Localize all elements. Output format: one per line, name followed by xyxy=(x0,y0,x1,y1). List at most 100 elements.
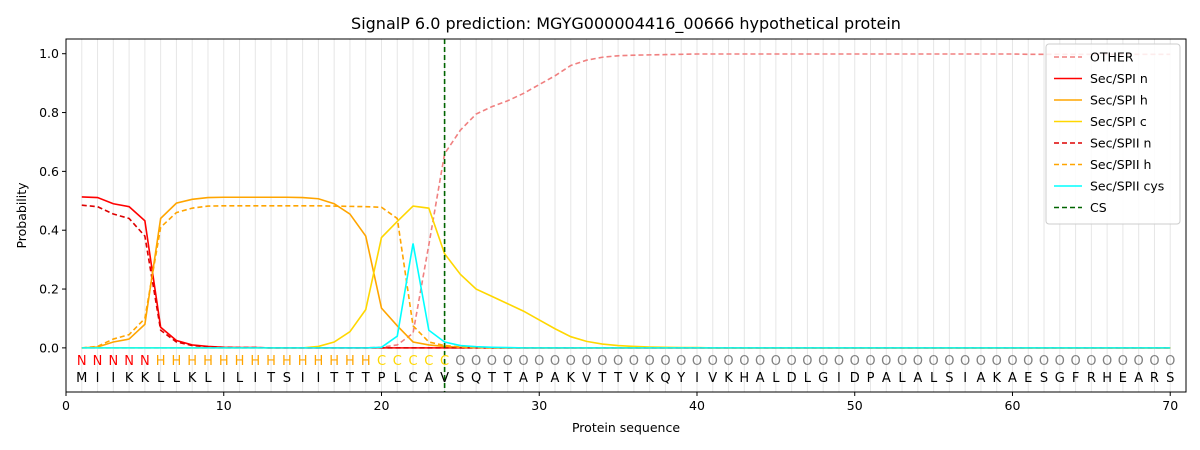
region-label: O xyxy=(455,354,465,369)
x-axis-ticks: 0 10 20 30 40 50 60 70 xyxy=(62,392,1178,413)
legend-label: Sec/SPII h xyxy=(1090,157,1151,172)
region-label: C xyxy=(393,354,402,369)
y-tick-label: 0.4 xyxy=(39,223,59,238)
residue-label: L xyxy=(157,371,165,386)
residue-label: V xyxy=(708,371,717,386)
legend-label: CS xyxy=(1090,200,1107,215)
residue-label: L xyxy=(898,371,906,386)
residue-label: F xyxy=(1072,371,1079,386)
residue-label: S xyxy=(945,371,953,386)
region-label: C xyxy=(424,354,433,369)
residue-label: A xyxy=(424,371,433,386)
residue-label: H xyxy=(1102,371,1112,386)
region-label: H xyxy=(156,354,166,369)
region-label: O xyxy=(787,354,797,369)
residue-label: R xyxy=(1087,371,1096,386)
residue-label: A xyxy=(976,371,985,386)
region-label: O xyxy=(676,354,686,369)
residue-label: I xyxy=(253,371,257,386)
residue-label: H xyxy=(739,371,749,386)
region-label: O xyxy=(1023,354,1033,369)
y-tick-label: 0.0 xyxy=(39,340,59,355)
residue-label: P xyxy=(867,371,875,386)
region-label: O xyxy=(566,354,576,369)
residue-label: K xyxy=(992,371,1001,386)
legend-label: Sec/SPI h xyxy=(1090,93,1148,108)
residue-label: V xyxy=(629,371,638,386)
residue-label: M xyxy=(76,371,87,386)
x-tick-label: 0 xyxy=(62,398,70,413)
region-label: O xyxy=(708,354,718,369)
residue-label: I xyxy=(837,371,841,386)
region-label: O xyxy=(1102,354,1112,369)
residue-label: L xyxy=(930,371,938,386)
chart-title: SignalP 6.0 prediction: MGYG000004416_00… xyxy=(351,14,901,34)
region-label: N xyxy=(140,354,150,369)
residue-label: L xyxy=(236,371,244,386)
legend-label: Sec/SPI n xyxy=(1090,71,1148,86)
residue-label: Q xyxy=(660,371,670,386)
series-line-4 xyxy=(81,204,1171,349)
residue-label: A xyxy=(1134,371,1143,386)
residue-label: K xyxy=(125,371,134,386)
region-label: C xyxy=(440,354,449,369)
residue-label: A xyxy=(913,371,922,386)
residue-label: P xyxy=(535,371,543,386)
region-label: O xyxy=(992,354,1002,369)
region-label: O xyxy=(581,354,591,369)
region-label: H xyxy=(329,354,339,369)
residue-label: L xyxy=(772,371,780,386)
region-label: O xyxy=(1055,354,1065,369)
residue-label: D xyxy=(787,371,797,386)
region-label: O xyxy=(802,354,812,369)
residue-label: T xyxy=(266,371,275,386)
x-tick-label: 30 xyxy=(531,398,547,413)
residue-label: K xyxy=(141,371,150,386)
residue-label: K xyxy=(645,371,654,386)
region-label: C xyxy=(377,354,386,369)
region-label: H xyxy=(266,354,276,369)
region-label: O xyxy=(518,354,528,369)
region-label: H xyxy=(235,354,245,369)
residue-label: S xyxy=(283,371,291,386)
residue-label: I xyxy=(301,371,305,386)
region-label: O xyxy=(471,354,481,369)
region-label: H xyxy=(345,354,355,369)
region-label: H xyxy=(282,354,292,369)
region-label: O xyxy=(1165,354,1175,369)
region-label: N xyxy=(93,354,103,369)
residue-label: L xyxy=(394,371,402,386)
region-label: O xyxy=(692,354,702,369)
y-tick-label: 0.2 xyxy=(39,282,59,297)
residue-label: I xyxy=(222,371,226,386)
residue-label: I xyxy=(316,371,320,386)
region-label: O xyxy=(850,354,860,369)
residue-label: T xyxy=(503,371,512,386)
region-label: O xyxy=(1134,354,1144,369)
residue-label: S xyxy=(1166,371,1174,386)
region-label: O xyxy=(660,354,670,369)
residue-label: T xyxy=(487,371,496,386)
region-label: H xyxy=(219,354,229,369)
region-label: O xyxy=(1149,354,1159,369)
residue-label: T xyxy=(597,371,606,386)
residue-label: T xyxy=(613,371,622,386)
x-tick-label: 60 xyxy=(1005,398,1021,413)
x-tick-label: 70 xyxy=(1162,398,1178,413)
residue-label: P xyxy=(378,371,386,386)
residue-label: Q xyxy=(471,371,481,386)
region-label: O xyxy=(645,354,655,369)
region-label: O xyxy=(487,354,497,369)
residue-label: T xyxy=(361,371,370,386)
residue-label: G xyxy=(818,371,828,386)
x-tick-label: 50 xyxy=(847,398,863,413)
region-label: O xyxy=(818,354,828,369)
region-label: O xyxy=(1118,354,1128,369)
residue-label: A xyxy=(882,371,891,386)
residue-label: E xyxy=(1024,371,1032,386)
legend-label: Sec/SPI c xyxy=(1090,114,1147,129)
region-label: O xyxy=(1007,354,1017,369)
residue-label: S xyxy=(1040,371,1048,386)
region-label: O xyxy=(960,354,970,369)
residue-label: I xyxy=(695,371,699,386)
